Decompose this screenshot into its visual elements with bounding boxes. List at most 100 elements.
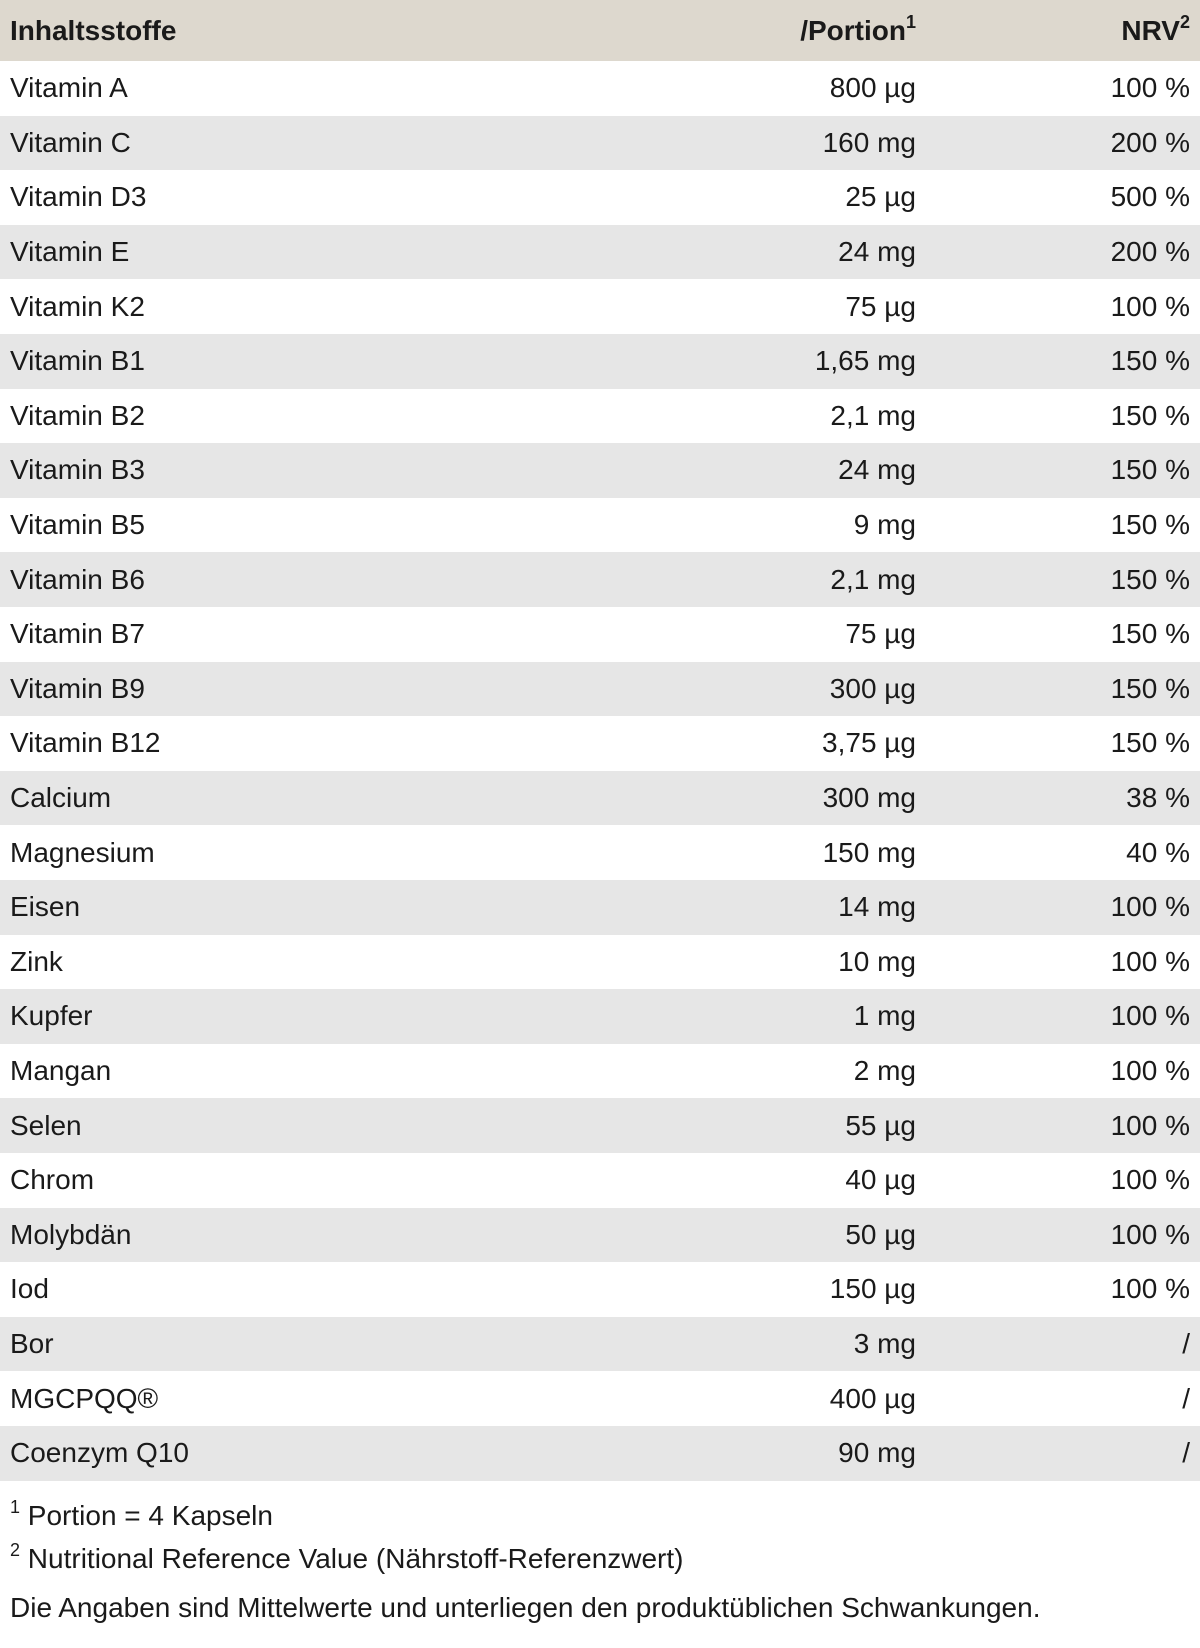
footnote-text: Nutritional Reference Value (Nährstoff-R… <box>27 1542 684 1574</box>
footnote-mark: 2 <box>10 1539 21 1560</box>
portion-amount: 160 mg <box>822 126 916 158</box>
ingredient-name: Selen <box>10 1109 82 1141</box>
header-portion-text: /Portion <box>800 14 906 46</box>
ingredient-name: MGCPQQ® <box>10 1382 159 1414</box>
ingredient-name: Vitamin B5 <box>10 509 145 541</box>
table-row: Kupfer 1 mg 100 % <box>0 989 1200 1044</box>
ingredient-name: Vitamin B3 <box>10 454 145 486</box>
ingredient-name: Vitamin B12 <box>10 727 161 759</box>
table-row: Vitamin D3 25 µg 500 % <box>0 170 1200 225</box>
table-row: MGCPQQ® 400 µg / <box>0 1371 1200 1426</box>
ingredient-name: Vitamin C <box>10 126 131 158</box>
nrv-value: 150 % <box>1110 727 1190 759</box>
nrv-value: 150 % <box>1110 509 1190 541</box>
portion-amount: 300 mg <box>822 782 916 814</box>
nrv-value: 150 % <box>1110 672 1190 704</box>
table-row: Vitamin C 160 mg 200 % <box>0 115 1200 171</box>
nrv-value: 100 % <box>1110 1218 1190 1250</box>
ingredient-name: Molybdän <box>10 1218 132 1250</box>
portion-amount: 2,1 mg <box>830 563 916 595</box>
portion-amount: 3 mg <box>853 1328 916 1360</box>
portion-amount: 25 µg <box>845 181 916 213</box>
portion-amount: 10 mg <box>838 945 916 977</box>
portion-amount: 55 µg <box>845 1109 916 1141</box>
header-nrv: NRV2 <box>1121 13 1190 47</box>
table-row: Vitamin B12 3,75 µg 150 % <box>0 716 1200 771</box>
ingredient-name: Iod <box>10 1273 49 1305</box>
nrv-value: 200 % <box>1110 236 1190 268</box>
nrv-value: 100 % <box>1110 1000 1190 1032</box>
table-row: Bor 3 mg / <box>0 1316 1200 1372</box>
nrv-value: 100 % <box>1110 1055 1190 1087</box>
portion-amount: 150 mg <box>822 836 916 868</box>
table-header: Inhaltsstoffe /Portion1 NRV2 <box>0 0 1200 61</box>
nrv-value: / <box>1182 1328 1190 1360</box>
table-row: Magnesium 150 mg 40 % <box>0 825 1200 880</box>
ingredient-name: Mangan <box>10 1055 112 1087</box>
portion-amount: 50 µg <box>845 1218 916 1250</box>
ingredient-name: Vitamin D3 <box>10 181 147 213</box>
ingredient-name: Chrom <box>10 1164 95 1196</box>
ingredient-name: Kupfer <box>10 1000 93 1032</box>
portion-amount: 2,1 mg <box>830 399 916 431</box>
table-row: Vitamin B5 9 mg 150 % <box>0 497 1200 553</box>
ingredient-name: Zink <box>10 945 63 977</box>
nrv-value: 200 % <box>1110 126 1190 158</box>
portion-amount: 24 mg <box>838 236 916 268</box>
nrv-value: / <box>1182 1382 1190 1414</box>
nrv-value: 150 % <box>1110 454 1190 486</box>
portion-amount: 2 mg <box>853 1055 916 1087</box>
ingredient-name: Bor <box>10 1328 54 1360</box>
ingredient-name: Coenzym Q10 <box>10 1437 189 1469</box>
portion-amount: 75 µg <box>845 290 916 322</box>
nrv-value: 100 % <box>1110 72 1190 104</box>
nrv-value: 100 % <box>1110 1164 1190 1196</box>
nrv-value: 100 % <box>1110 1109 1190 1141</box>
portion-amount: 90 mg <box>838 1437 916 1469</box>
table-row: Vitamin B1 1,65 mg 150 % <box>0 334 1200 389</box>
footnote-mark: 1 <box>10 1496 21 1517</box>
nrv-value: 500 % <box>1110 181 1190 213</box>
table-row: Selen 55 µg 100 % <box>0 1098 1200 1153</box>
table-row: Iod 150 µg 100 % <box>0 1262 1200 1317</box>
nrv-value: 150 % <box>1110 345 1190 377</box>
table-row: Vitamin B9 300 µg 150 % <box>0 661 1200 717</box>
portion-amount: 40 µg <box>845 1164 916 1196</box>
footnote: 1 Portion = 4 Kapseln <box>10 1496 273 1532</box>
table-row: Vitamin B6 2,1 mg 150 % <box>0 552 1200 607</box>
ingredient-name: Vitamin E <box>10 236 130 268</box>
ingredient-name: Magnesium <box>10 836 155 868</box>
ingredient-name: Eisen <box>10 891 81 923</box>
portion-amount: 1,65 mg <box>814 345 916 377</box>
table-row: Vitamin A 800 µg 100 % <box>0 61 1200 116</box>
portion-amount: 400 µg <box>829 1382 916 1414</box>
nrv-value: / <box>1182 1437 1190 1469</box>
table-row: Coenzym Q10 90 mg / <box>0 1426 1200 1481</box>
table-row: Vitamin B7 75 µg 150 % <box>0 607 1200 662</box>
ingredient-name: Vitamin B2 <box>10 399 145 431</box>
table-row: Chrom 40 µg 100 % <box>0 1153 1200 1208</box>
table-row: Molybdän 50 µg 100 % <box>0 1207 1200 1263</box>
ingredient-name: Vitamin B9 <box>10 672 145 704</box>
ingredient-name: Vitamin A <box>10 72 128 104</box>
nrv-value: 150 % <box>1110 399 1190 431</box>
nrv-value: 40 % <box>1126 836 1190 868</box>
footnote-ref: 1 <box>905 11 916 32</box>
nrv-value: 150 % <box>1110 618 1190 650</box>
table-row: Vitamin K2 75 µg 100 % <box>0 279 1200 334</box>
table-row: Vitamin E 24 mg 200 % <box>0 224 1200 280</box>
nrv-value: 150 % <box>1110 563 1190 595</box>
header-ingredient: Inhaltsstoffe <box>10 14 177 46</box>
table-row: Eisen 14 mg 100 % <box>0 880 1200 935</box>
disclaimer: Die Angaben sind Mittelwerte und unterli… <box>10 1592 1041 1623</box>
table-row: Vitamin B3 24 mg 150 % <box>0 443 1200 498</box>
table-row: Vitamin B2 2,1 mg 150 % <box>0 388 1200 444</box>
ingredient-name: Calcium <box>10 782 112 814</box>
portion-amount: 24 mg <box>838 454 916 486</box>
portion-amount: 14 mg <box>838 891 916 923</box>
portion-amount: 9 mg <box>853 509 916 541</box>
footnote: 2 Nutritional Reference Value (Nährstoff… <box>10 1539 684 1575</box>
ingredient-name: Vitamin B7 <box>10 618 145 650</box>
nrv-value: 100 % <box>1110 290 1190 322</box>
